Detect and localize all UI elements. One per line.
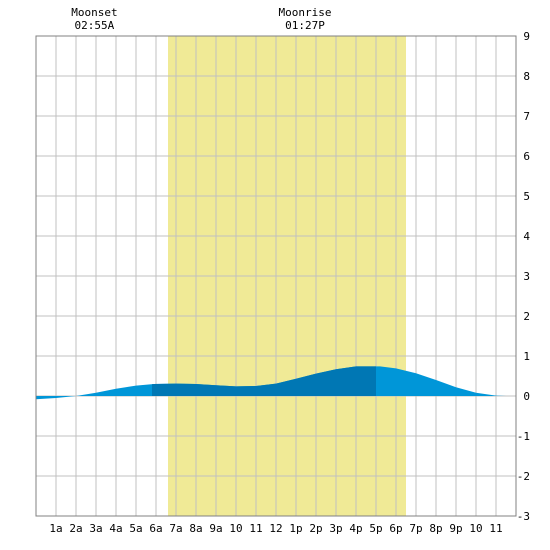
x-tick-label: 4a xyxy=(109,522,122,535)
x-tick-label: 11 xyxy=(489,522,502,535)
x-tick-label: 2p xyxy=(309,522,322,535)
y-tick-label: -3 xyxy=(517,510,530,523)
moon-event-time: 02:55A xyxy=(75,19,115,32)
y-tick-label: -2 xyxy=(517,470,530,483)
y-tick-label: 6 xyxy=(523,150,530,163)
horizontal-gridlines xyxy=(36,75,516,477)
y-tick-label: 4 xyxy=(523,230,530,243)
x-tick-label: 7p xyxy=(409,522,422,535)
x-tick-label: 1a xyxy=(49,522,62,535)
x-tick-label: 8a xyxy=(189,522,202,535)
x-tick-label: 5a xyxy=(129,522,142,535)
y-tick-label: 3 xyxy=(523,270,530,283)
x-tick-label: 7a xyxy=(169,522,182,535)
y-tick-label: 1 xyxy=(523,350,530,363)
x-tick-label: 1p xyxy=(289,522,302,535)
y-tick-label: 9 xyxy=(523,30,530,43)
y-tick-label: 5 xyxy=(523,190,530,203)
moon-event-name: Moonrise xyxy=(279,6,332,19)
x-tick-label: 8p xyxy=(429,522,442,535)
y-tick-label: -1 xyxy=(517,430,530,443)
y-tick-label: 2 xyxy=(523,310,530,323)
x-tick-label: 9p xyxy=(449,522,462,535)
y-tick-label: 0 xyxy=(523,390,530,403)
x-tick-label: 4p xyxy=(349,522,362,535)
x-tick-label: 10 xyxy=(229,522,242,535)
x-tick-label: 10 xyxy=(469,522,482,535)
x-axis-tick-labels: 1a 2a 3a 4a 5a 6a 7a 8a 9a 10 11 12 1p 2p 3p 4p 5p 6p 7p 8p… xyxy=(49,522,502,535)
x-tick-label: 3p xyxy=(329,522,342,535)
x-tick-label: 12 xyxy=(269,522,282,535)
x-tick-label: 11 xyxy=(249,522,262,535)
x-tick-label: 3a xyxy=(89,522,102,535)
y-axis-tick-labels: 9 8 7 6 5 4 3 2 1 0 -1 -2 -3 xyxy=(517,30,531,523)
y-tick-label: 8 xyxy=(523,70,530,83)
x-tick-label: 5p xyxy=(369,522,382,535)
x-tick-label: 9a xyxy=(209,522,222,535)
moon-event-time: 01:27P xyxy=(285,19,325,32)
moon-event-name: Moonset xyxy=(71,6,117,19)
y-tick-label: 7 xyxy=(523,110,530,123)
x-tick-label: 2a xyxy=(69,522,82,535)
plot-border xyxy=(35,35,517,517)
x-tick-label: 6a xyxy=(149,522,162,535)
x-tick-label: 6p xyxy=(389,522,402,535)
